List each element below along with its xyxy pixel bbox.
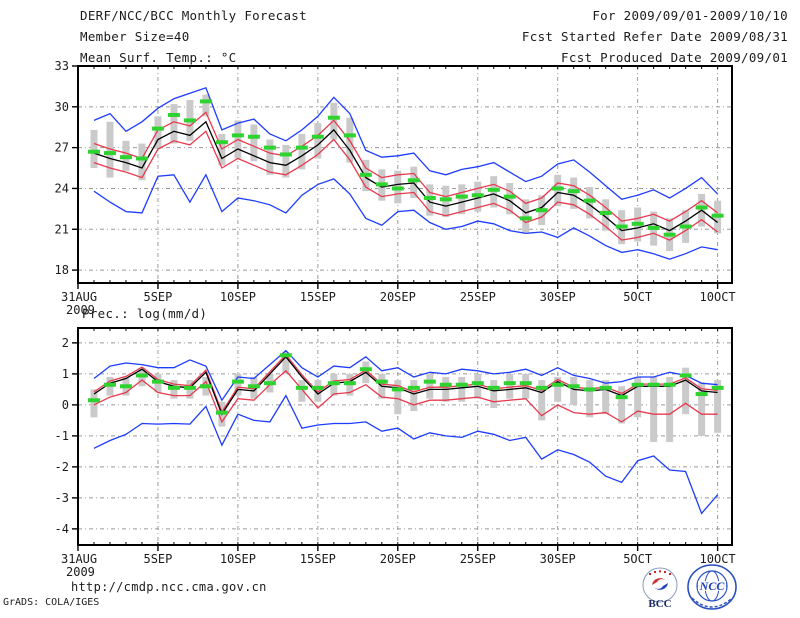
y-tick-label: 27 bbox=[55, 141, 69, 155]
x-tick-label: 10SEP bbox=[220, 552, 256, 566]
series-mean-plus-spread bbox=[93, 111, 718, 222]
x-tick-label: 25SEP bbox=[460, 552, 496, 566]
x-tick-label: 5SEP bbox=[143, 552, 172, 566]
series-mean-minus-spread bbox=[93, 130, 718, 241]
x-tick-label: 10SEP bbox=[220, 290, 256, 304]
y-tick-label: 30 bbox=[55, 100, 69, 114]
x-tick-label: 5SEP bbox=[143, 290, 172, 304]
ncc-logo: NCC bbox=[687, 564, 737, 610]
bcc-arc-text bbox=[649, 570, 671, 575]
y-tick-label: -2 bbox=[55, 460, 69, 474]
forecast-range-label: For 2009/09/01-2009/10/10 bbox=[592, 8, 788, 23]
grads-credit: GrADS: COLA/IGES bbox=[3, 597, 100, 608]
daily-markers bbox=[87, 99, 724, 237]
y-tick-label: 21 bbox=[55, 222, 69, 236]
y-tick-label: 1 bbox=[62, 367, 69, 381]
source-url: http://cmdp.ncc.cma.gov.cn bbox=[71, 580, 267, 594]
precip-panel-title: Prec.: log(mm/d) bbox=[82, 306, 208, 321]
x-tick-label: 15SEP bbox=[300, 552, 336, 566]
y-tick-label: 2 bbox=[62, 336, 69, 350]
x-tick-label: 10OCT bbox=[700, 552, 736, 566]
y-tick-label: 33 bbox=[55, 59, 69, 73]
series-ensemble-min bbox=[93, 394, 719, 515]
gridlines bbox=[78, 328, 732, 545]
plot-title: DERF/NCC/BCC Monthly Forecast bbox=[80, 8, 307, 23]
y-tick-label: 18 bbox=[55, 263, 69, 277]
x-tick-label: 25SEP bbox=[460, 290, 496, 304]
x-axis-year-label: 2009 bbox=[66, 303, 95, 317]
x-tick-label: 20SEP bbox=[380, 290, 416, 304]
x-tick-label: 31AUG bbox=[61, 552, 97, 566]
x-tick-label: 30SEP bbox=[540, 552, 576, 566]
temp-panel-title: Mean Surf. Temp.: °C bbox=[80, 50, 237, 65]
y-tick-label: -3 bbox=[55, 491, 69, 505]
series-ensemble-mean bbox=[93, 120, 718, 232]
refer-date-label: Fcst Started Refer Date 2009/08/31 bbox=[521, 29, 788, 44]
y-tick-label: 0 bbox=[62, 398, 69, 412]
gridlines bbox=[78, 66, 732, 283]
series-ensemble-max bbox=[93, 86, 719, 201]
daily-markers bbox=[87, 353, 724, 415]
ncc-logo-label: NCC bbox=[699, 579, 726, 593]
member-size-label: Member Size=40 bbox=[80, 29, 190, 44]
series-ensemble-mean bbox=[93, 355, 718, 416]
series-ensemble-min bbox=[93, 173, 718, 260]
series-mean-minus-spread bbox=[93, 369, 718, 424]
x-axis-year-label: 2009 bbox=[66, 565, 95, 579]
x-tick-label: 5OCT bbox=[623, 552, 652, 566]
x-tick-label: 20SEP bbox=[380, 552, 416, 566]
y-tick-label: 24 bbox=[55, 181, 69, 195]
series-mean-plus-spread bbox=[93, 353, 718, 414]
y-tick-label: -1 bbox=[55, 429, 69, 443]
x-tick-label: 15SEP bbox=[300, 290, 336, 304]
series-ensemble-max bbox=[93, 349, 718, 402]
produced-date-label: Fcst Produced Date 2009/09/01 bbox=[561, 50, 788, 65]
x-tick-label: 10OCT bbox=[700, 290, 736, 304]
bcc-logo-label: BCC bbox=[648, 598, 671, 610]
y-tick-label: -4 bbox=[55, 522, 69, 536]
x-tick-label: 30SEP bbox=[540, 290, 576, 304]
bcc-swirl-icon bbox=[652, 578, 668, 590]
bcc-logo: BCC bbox=[642, 567, 678, 610]
x-tick-label: 5OCT bbox=[623, 290, 652, 304]
x-tick-label: 31AUG bbox=[61, 290, 97, 304]
